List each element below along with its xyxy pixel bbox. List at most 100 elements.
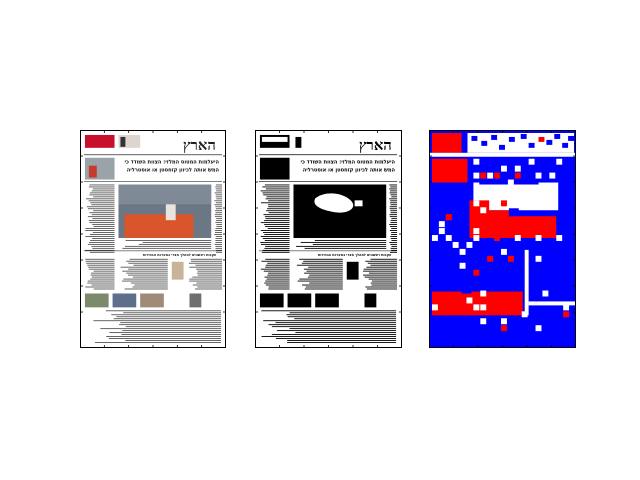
main-photo-highlight — [354, 200, 363, 207]
text-column — [91, 284, 115, 286]
text-column — [368, 272, 398, 274]
text-column — [126, 260, 168, 262]
text-column — [265, 258, 290, 260]
text-column — [390, 200, 398, 202]
text-column — [92, 188, 115, 190]
segment-block — [438, 228, 445, 235]
text-column — [214, 204, 223, 206]
main-photo-person — [165, 204, 176, 221]
text-column — [215, 236, 223, 237]
segment-block — [481, 140, 488, 146]
caption-text — [300, 241, 387, 243]
text-column — [389, 206, 398, 208]
text-column — [389, 202, 398, 204]
text-column — [90, 202, 115, 204]
segment-block — [563, 304, 570, 311]
text-column — [304, 272, 343, 274]
header-photo-figure — [295, 136, 302, 148]
text-column — [132, 286, 168, 288]
text-column — [390, 243, 398, 245]
image-class-region — [431, 158, 468, 183]
text-column — [91, 245, 115, 247]
binarized-newspaper-panel: הארץ היעלמות המטוס המלזי: הצוות השודד כי… — [255, 130, 402, 348]
segment-block — [452, 241, 459, 248]
segment-block — [480, 207, 487, 214]
text-column — [215, 241, 223, 243]
text-column — [215, 186, 223, 188]
text-column — [126, 272, 168, 274]
text-column — [87, 243, 115, 245]
text-column — [215, 238, 223, 239]
text-column — [260, 268, 290, 270]
text-column — [92, 247, 115, 249]
text-column — [265, 188, 290, 190]
segment-block — [480, 304, 487, 311]
text-column — [215, 251, 223, 253]
masthead-ad-box-knockout — [261, 136, 288, 142]
text-column — [215, 194, 223, 196]
text-column — [215, 222, 223, 224]
text-column — [116, 316, 222, 318]
text-column — [264, 282, 290, 284]
image-class-region — [431, 291, 523, 316]
main-headline-binary-line2: המשׂ אותה לכיוון קזחסטן או אוסטרליה — [303, 168, 396, 174]
text-column — [216, 198, 223, 200]
text-column — [268, 288, 290, 290]
segment-block — [445, 235, 452, 241]
text-column — [262, 192, 290, 194]
text-column — [214, 232, 223, 233]
text-column — [215, 208, 223, 210]
text-column — [275, 322, 397, 324]
caption-text — [138, 243, 212, 245]
segment-block — [499, 144, 505, 150]
text-column — [215, 249, 223, 251]
segment-block — [528, 158, 535, 165]
text-column — [89, 194, 115, 196]
photo-strip-1 — [259, 293, 284, 308]
text-column — [391, 249, 398, 251]
text-column — [370, 264, 398, 266]
segment-block — [487, 255, 494, 262]
segment-block — [538, 136, 545, 142]
text-column — [363, 268, 398, 270]
segment-block — [554, 133, 561, 139]
text-column — [120, 266, 168, 268]
text-column — [100, 328, 222, 330]
text-column — [85, 249, 115, 251]
text-column — [214, 234, 223, 235]
text-column — [297, 280, 343, 282]
segment-block — [501, 248, 507, 255]
text-column — [303, 260, 343, 262]
photo-strip-1 — [84, 293, 109, 308]
text-column — [87, 208, 115, 210]
text-column — [261, 310, 397, 312]
text-column — [92, 224, 115, 226]
text-column — [121, 334, 222, 336]
text-column — [85, 258, 115, 260]
text-column — [85, 230, 115, 231]
text-column — [390, 247, 398, 249]
text-column — [129, 258, 168, 260]
segment-block — [546, 139, 553, 145]
text-column — [389, 230, 398, 231]
segment-block — [568, 135, 575, 141]
text-column — [265, 280, 290, 282]
segment-block — [438, 221, 445, 228]
text-column — [389, 216, 398, 218]
segment-block — [473, 304, 480, 311]
text-column — [389, 224, 398, 226]
text-column — [89, 222, 115, 224]
text-column — [260, 243, 290, 245]
text-column — [94, 342, 222, 343]
text-column — [306, 270, 343, 272]
text-column — [88, 266, 115, 268]
text-column — [266, 278, 290, 280]
text-column — [390, 220, 398, 222]
text-column — [189, 266, 223, 268]
text-column — [85, 260, 115, 262]
text-column — [216, 226, 223, 228]
text-column — [389, 226, 398, 228]
text-column — [271, 326, 397, 328]
text-column — [271, 334, 397, 336]
image-class-region — [469, 216, 557, 239]
